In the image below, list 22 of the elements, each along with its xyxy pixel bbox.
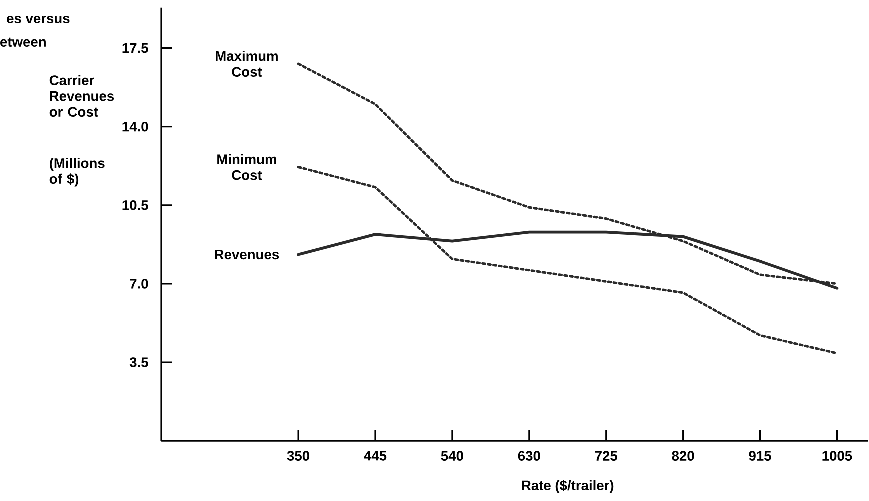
text: es versus <box>7 16 70 24</box>
x-axis-title: Rate ($/trailer) <box>522 480 614 494</box>
series-label: Revenues <box>215 250 280 260</box>
x-tick-label: 350 <box>287 451 310 461</box>
y-tick-label: 7.0 <box>130 278 148 289</box>
x-tick-label: 820 <box>672 451 694 461</box>
series-label: Maximum Cost <box>216 50 278 77</box>
series-label: Minimum Cost <box>218 154 276 180</box>
x-tick-label: 540 <box>441 451 464 461</box>
y-tick-label: 3.5 <box>130 357 148 368</box>
line-series <box>297 166 838 355</box>
text: etween <box>0 38 46 47</box>
y-tick-label: 14.0 <box>122 122 148 132</box>
y-tick-label: 17.5 <box>122 43 148 54</box>
x-tick-label: 915 <box>749 451 772 461</box>
y-axis-title: Carrier Revenues or Cost <box>50 75 114 117</box>
text: (Millions of $) <box>50 158 105 187</box>
x-tick-label: 725 <box>595 451 618 461</box>
y-tick-label: 10.5 <box>122 200 148 210</box>
x-tick-label: 445 <box>364 451 387 461</box>
x-tick-label: 630 <box>518 451 540 461</box>
x-tick-label: 1005 <box>822 451 852 461</box>
